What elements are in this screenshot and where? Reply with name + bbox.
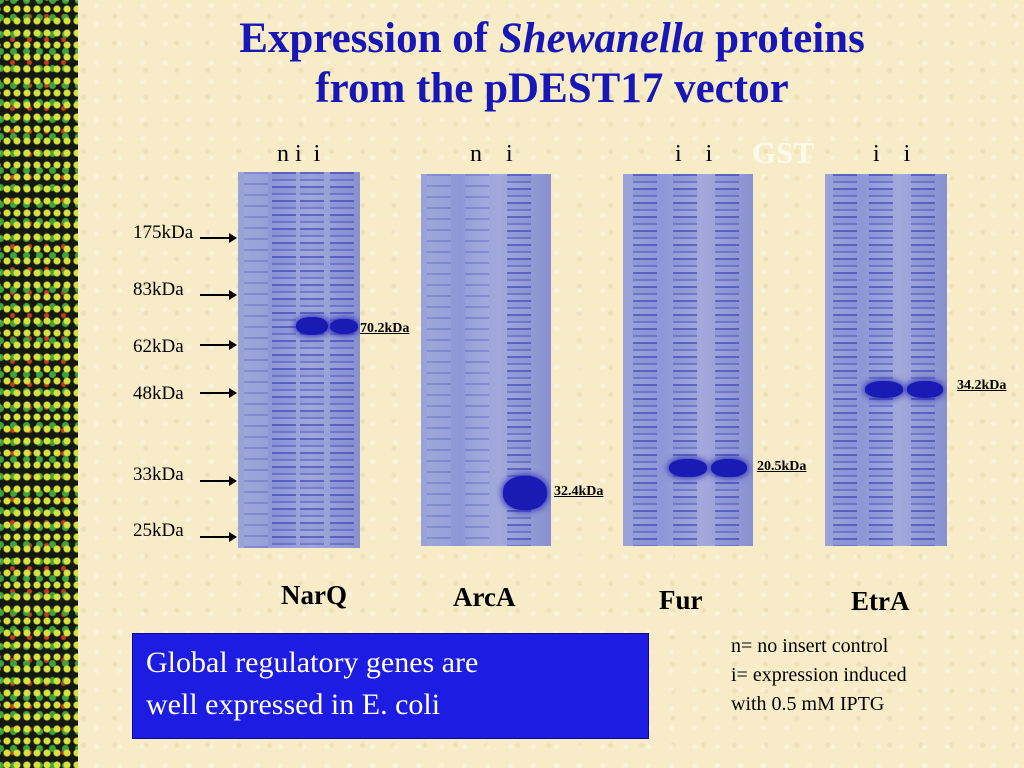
expression-band [330,319,358,334]
legend-line1: n= no insert control [731,635,889,657]
band-size-fur: 20.5kDa [757,459,807,474]
arrow-175 [200,233,237,243]
gel-lane [272,172,296,548]
marker-83: 83kDa [133,279,184,300]
legend: n= no insert control i= expression induc… [731,632,907,719]
gel-etra [825,174,947,546]
summary-box: Global regulatory genes are well express… [132,633,649,739]
expression-band [503,476,547,510]
marker-33: 33kDa [133,464,184,485]
gel-fur [623,174,753,546]
gel-narq [238,172,360,548]
gel-lane [330,172,354,548]
lane-label-etra: i i [873,141,911,167]
title-line2: from the pDEST17 vector [315,65,789,112]
legend-line3: with 0.5 mM IPTG [731,693,885,715]
arrow-83 [200,290,237,300]
marker-48: 48kDa [133,383,184,404]
gel-lane [833,174,857,546]
summary-line2: well expressed in E. coli [146,688,441,721]
marker-62: 62kDa [133,336,184,357]
title-prefix: Expression of [239,15,489,62]
lane-label-narq: n i i [277,141,321,167]
expression-band [669,459,707,477]
title-suffix: proteins [715,15,865,62]
gel-lane [911,174,935,546]
gst-label: GST [752,135,815,170]
gel-lane [427,174,451,546]
expression-band [865,381,903,398]
arrow-48 [200,388,237,398]
lane-label-arca: n i [470,141,513,167]
gel-lane [715,174,739,546]
band-size-arca: 32.4kDa [554,484,604,499]
marker-175: 175kDa [133,222,194,243]
gene-label-fur: Fur [659,585,703,615]
arrow-33 [200,476,237,486]
band-size-narq: 70.2kDa [360,321,410,336]
gel-lane [869,174,893,546]
gel-lane [673,174,697,546]
expression-band [296,317,328,335]
arrow-62 [200,340,237,350]
gene-label-arca: ArcA [453,582,516,612]
legend-line2: i= expression induced [731,664,907,686]
expression-band [907,381,943,398]
marker-25: 25kDa [133,520,184,541]
gene-label-narq: NarQ [281,580,347,610]
gene-label-etra: EtrA [851,586,910,616]
gel-lane [465,174,489,546]
slide-title: Expression of Shewanella proteins from t… [120,14,984,114]
lane-label-fur: i i [675,141,713,167]
band-size-etra: 34.2kDa [957,378,1007,393]
microarray-image-strip [0,0,78,768]
gel-lane [633,174,657,546]
expression-band [711,459,747,477]
gel-lane [244,172,268,548]
arrow-25 [200,532,237,542]
gel-arca [421,174,551,546]
title-organism: Shewanella [498,15,705,62]
gel-lane [300,172,324,548]
summary-line1: Global regulatory genes are [146,646,479,679]
